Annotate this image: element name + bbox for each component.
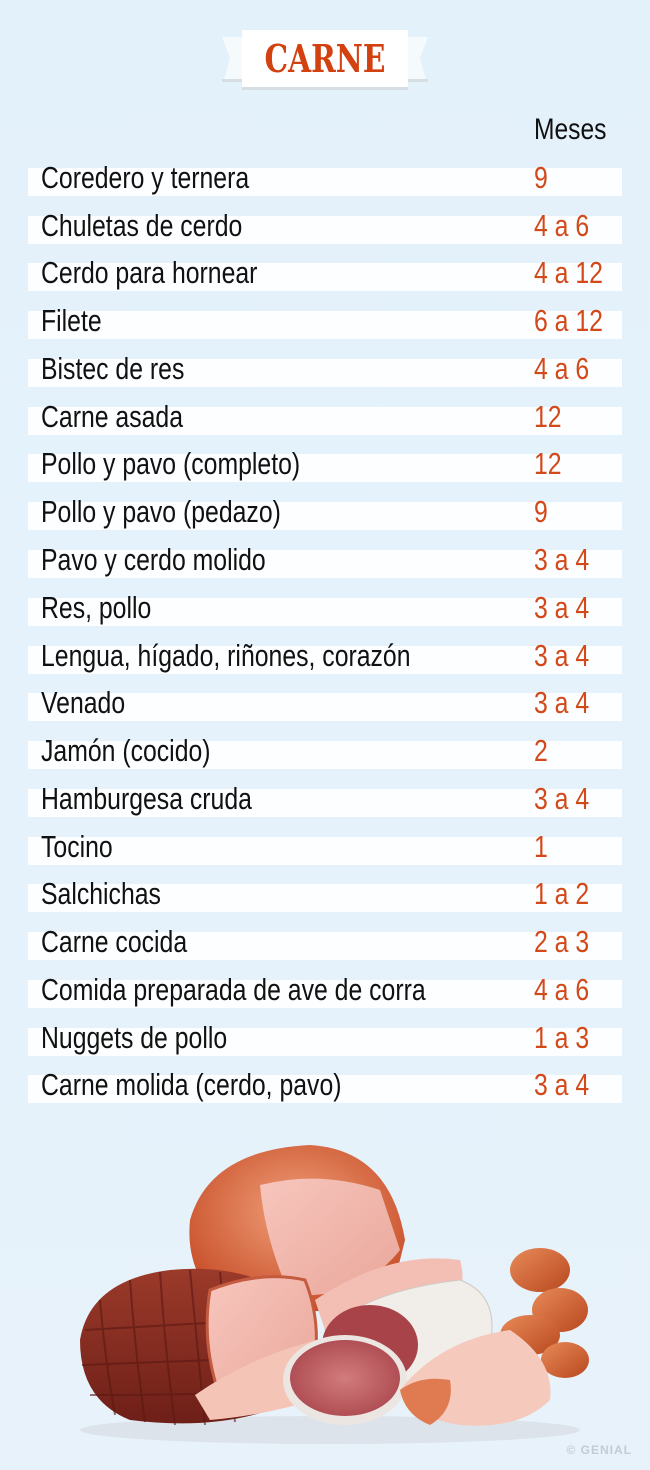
food-name: Res, pollo [41,590,152,625]
title-ribbon: CARNE [222,28,428,92]
months-value: 9 [534,160,548,195]
months-value: 3 a 4 [534,1067,590,1102]
food-name: Pavo y cerdo molido [41,542,266,577]
months-value: 9 [534,494,548,529]
row-bar [28,550,622,578]
table-row: Jamón (cocido) 2 [28,731,622,771]
table-row: Comida preparada de ave de corra 4 a 6 [28,970,622,1010]
food-name: Carne cocida [41,924,188,959]
row-bar [28,454,622,482]
food-name: Tocino [41,829,113,864]
assorted-meats-illustration [60,1130,600,1450]
row-bar [28,741,622,769]
food-name: Lengua, hígado, riñones, corazón [41,638,411,673]
months-value: 1 [534,829,548,864]
table-row: Pollo y pavo (pedazo) 9 [28,492,622,532]
months-value: 1 a 3 [534,1020,590,1055]
table-row: Pavo y cerdo molido 3 a 4 [28,540,622,580]
months-value: 3 a 4 [534,781,590,816]
row-bar [28,884,622,912]
food-name: Chuletas de cerdo [41,208,243,243]
food-name: Bistec de res [41,351,185,386]
table-row: Res, pollo 3 a 4 [28,588,622,628]
row-bar [28,693,622,721]
months-value: 3 a 4 [534,542,590,577]
table-row: Lengua, hígado, riñones, corazón 3 a 4 [28,636,622,676]
months-value: 4 a 6 [534,972,590,1007]
food-name: Nuggets de pollo [41,1020,228,1055]
food-name: Salchichas [41,876,161,911]
table-row: Coredero y ternera 9 [28,158,622,198]
food-name: Hamburgesa cruda [41,781,252,816]
row-bar [28,502,622,530]
food-name: Pollo y pavo (pedazo) [41,494,281,529]
months-value: 2 a 3 [534,924,590,959]
food-name: Carne asada [41,399,184,434]
table-row: Tocino 1 [28,827,622,867]
food-name: Venado [41,685,126,720]
row-bar [28,168,622,196]
watermark: © GENIAL [566,1443,632,1457]
months-value: 12 [534,399,562,434]
table-row: Cerdo para hornear 4 a 12 [28,253,622,293]
table-row: Carne cocida 2 a 3 [28,922,622,962]
row-bar [28,359,622,387]
food-name: Comida preparada de ave de corra [41,972,426,1007]
food-name: Carne molida (cerdo, pavo) [41,1067,342,1102]
row-bar [28,407,622,435]
table-row: Salchichas 1 a 2 [28,874,622,914]
row-bar [28,646,622,674]
table-row: Bistec de res 4 a 6 [28,349,622,389]
table-row: Carne asada 12 [28,397,622,437]
table-row: Venado 3 a 4 [28,683,622,723]
months-value: 4 a 12 [534,255,603,290]
column-header-months: Meses [534,113,607,146]
months-value: 2 [534,733,548,768]
food-name: Coredero y ternera [41,160,250,195]
food-name: Cerdo para hornear [41,255,258,290]
row-bar [28,311,622,339]
table-row: Hamburgesa cruda 3 a 4 [28,779,622,819]
table-row: Carne molida (cerdo, pavo) 3 a 4 [28,1065,622,1105]
table-row: Filete 6 a 12 [28,301,622,341]
months-value: 4 a 6 [534,351,590,386]
months-value: 3 a 4 [534,685,590,720]
months-value: 3 a 4 [534,638,590,673]
row-bar [28,932,622,960]
months-value: 4 a 6 [534,208,590,243]
months-value: 12 [534,446,562,481]
months-value: 6 a 12 [534,303,603,338]
row-bar [28,789,622,817]
food-name: Filete [41,303,102,338]
food-name: Jamón (cocido) [41,733,211,768]
row-bar [28,1028,622,1056]
row-bar [28,216,622,244]
row-bar [28,1075,622,1103]
table-row: Nuggets de pollo 1 a 3 [28,1018,622,1058]
food-name: Pollo y pavo (completo) [41,446,301,481]
months-value: 1 a 2 [534,876,590,911]
table-row: Chuletas de cerdo 4 a 6 [28,206,622,246]
row-bar [28,980,622,1008]
row-bar [28,837,622,865]
table-row: Pollo y pavo (completo) 12 [28,444,622,484]
row-bar [28,598,622,626]
row-bar [28,263,622,291]
ribbon-shape [222,30,428,90]
page-title: CARNE [264,36,386,81]
months-value: 3 a 4 [534,590,590,625]
